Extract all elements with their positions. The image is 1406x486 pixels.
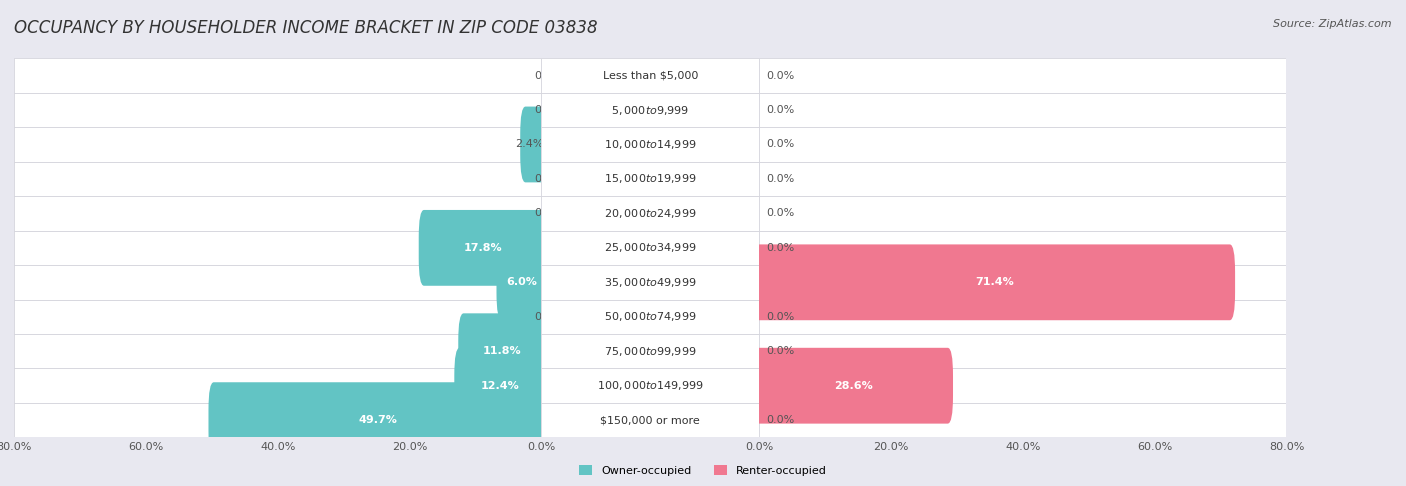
Bar (541, 265, 759, 299)
Bar (14, 368, 541, 403)
Text: 17.8%: 17.8% (464, 243, 502, 253)
Bar (759, 162, 1286, 196)
Bar (14, 127, 541, 162)
Text: Less than $5,000: Less than $5,000 (603, 70, 697, 81)
FancyBboxPatch shape (419, 210, 547, 286)
FancyBboxPatch shape (454, 348, 547, 424)
FancyBboxPatch shape (520, 106, 547, 182)
Text: 0.0%: 0.0% (766, 70, 794, 81)
Text: $75,000 to $99,999: $75,000 to $99,999 (605, 345, 696, 358)
FancyBboxPatch shape (208, 382, 547, 458)
Bar (541, 403, 759, 437)
Text: $50,000 to $74,999: $50,000 to $74,999 (605, 310, 696, 323)
Text: 0.0%: 0.0% (766, 105, 794, 115)
Bar (14, 93, 541, 127)
FancyBboxPatch shape (754, 348, 953, 424)
FancyBboxPatch shape (458, 313, 547, 389)
Bar (759, 127, 1286, 162)
Text: $100,000 to $149,999: $100,000 to $149,999 (598, 379, 703, 392)
Bar (541, 368, 759, 403)
Text: 71.4%: 71.4% (976, 278, 1014, 287)
Text: $35,000 to $49,999: $35,000 to $49,999 (605, 276, 696, 289)
Text: 6.0%: 6.0% (506, 278, 537, 287)
Bar (14, 299, 541, 334)
Bar (14, 265, 541, 299)
Bar (759, 334, 1286, 368)
Text: 0.0%: 0.0% (534, 312, 562, 322)
Text: 28.6%: 28.6% (834, 381, 873, 391)
Text: $20,000 to $24,999: $20,000 to $24,999 (605, 207, 696, 220)
Bar (541, 334, 759, 368)
Text: 0.0%: 0.0% (534, 105, 562, 115)
Text: 0.0%: 0.0% (766, 243, 794, 253)
Text: 0.0%: 0.0% (534, 70, 562, 81)
Text: 0.0%: 0.0% (766, 415, 794, 425)
Bar (541, 231, 759, 265)
Bar (541, 58, 759, 93)
Text: 0.0%: 0.0% (766, 346, 794, 356)
Bar (759, 265, 1286, 299)
Bar (541, 299, 759, 334)
Text: 11.8%: 11.8% (484, 346, 522, 356)
Text: $15,000 to $19,999: $15,000 to $19,999 (605, 173, 696, 186)
Text: $5,000 to $9,999: $5,000 to $9,999 (612, 104, 689, 117)
Legend: Owner-occupied, Renter-occupied: Owner-occupied, Renter-occupied (575, 461, 831, 481)
Bar (759, 299, 1286, 334)
Bar (759, 58, 1286, 93)
Bar (759, 196, 1286, 231)
FancyBboxPatch shape (754, 244, 1234, 320)
Bar (759, 231, 1286, 265)
Bar (541, 162, 759, 196)
Text: $150,000 or more: $150,000 or more (600, 415, 700, 425)
Text: 0.0%: 0.0% (766, 174, 794, 184)
Bar (541, 196, 759, 231)
Text: 0.0%: 0.0% (766, 139, 794, 150)
Bar (759, 93, 1286, 127)
Bar (14, 231, 541, 265)
Text: 0.0%: 0.0% (766, 208, 794, 218)
Text: 0.0%: 0.0% (534, 174, 562, 184)
Text: 0.0%: 0.0% (534, 208, 562, 218)
FancyBboxPatch shape (496, 244, 547, 320)
Text: Source: ZipAtlas.com: Source: ZipAtlas.com (1274, 19, 1392, 30)
Bar (541, 93, 759, 127)
Bar (14, 58, 541, 93)
Bar (759, 368, 1286, 403)
Text: $10,000 to $14,999: $10,000 to $14,999 (605, 138, 696, 151)
Text: 12.4%: 12.4% (481, 381, 520, 391)
Bar (541, 127, 759, 162)
Text: OCCUPANCY BY HOUSEHOLDER INCOME BRACKET IN ZIP CODE 03838: OCCUPANCY BY HOUSEHOLDER INCOME BRACKET … (14, 19, 598, 37)
Bar (14, 403, 541, 437)
Bar (14, 162, 541, 196)
Text: 0.0%: 0.0% (766, 312, 794, 322)
Text: 49.7%: 49.7% (359, 415, 396, 425)
Text: 2.4%: 2.4% (516, 139, 544, 150)
Bar (759, 403, 1286, 437)
Text: $25,000 to $34,999: $25,000 to $34,999 (605, 242, 696, 254)
Bar (14, 196, 541, 231)
Bar (14, 334, 541, 368)
